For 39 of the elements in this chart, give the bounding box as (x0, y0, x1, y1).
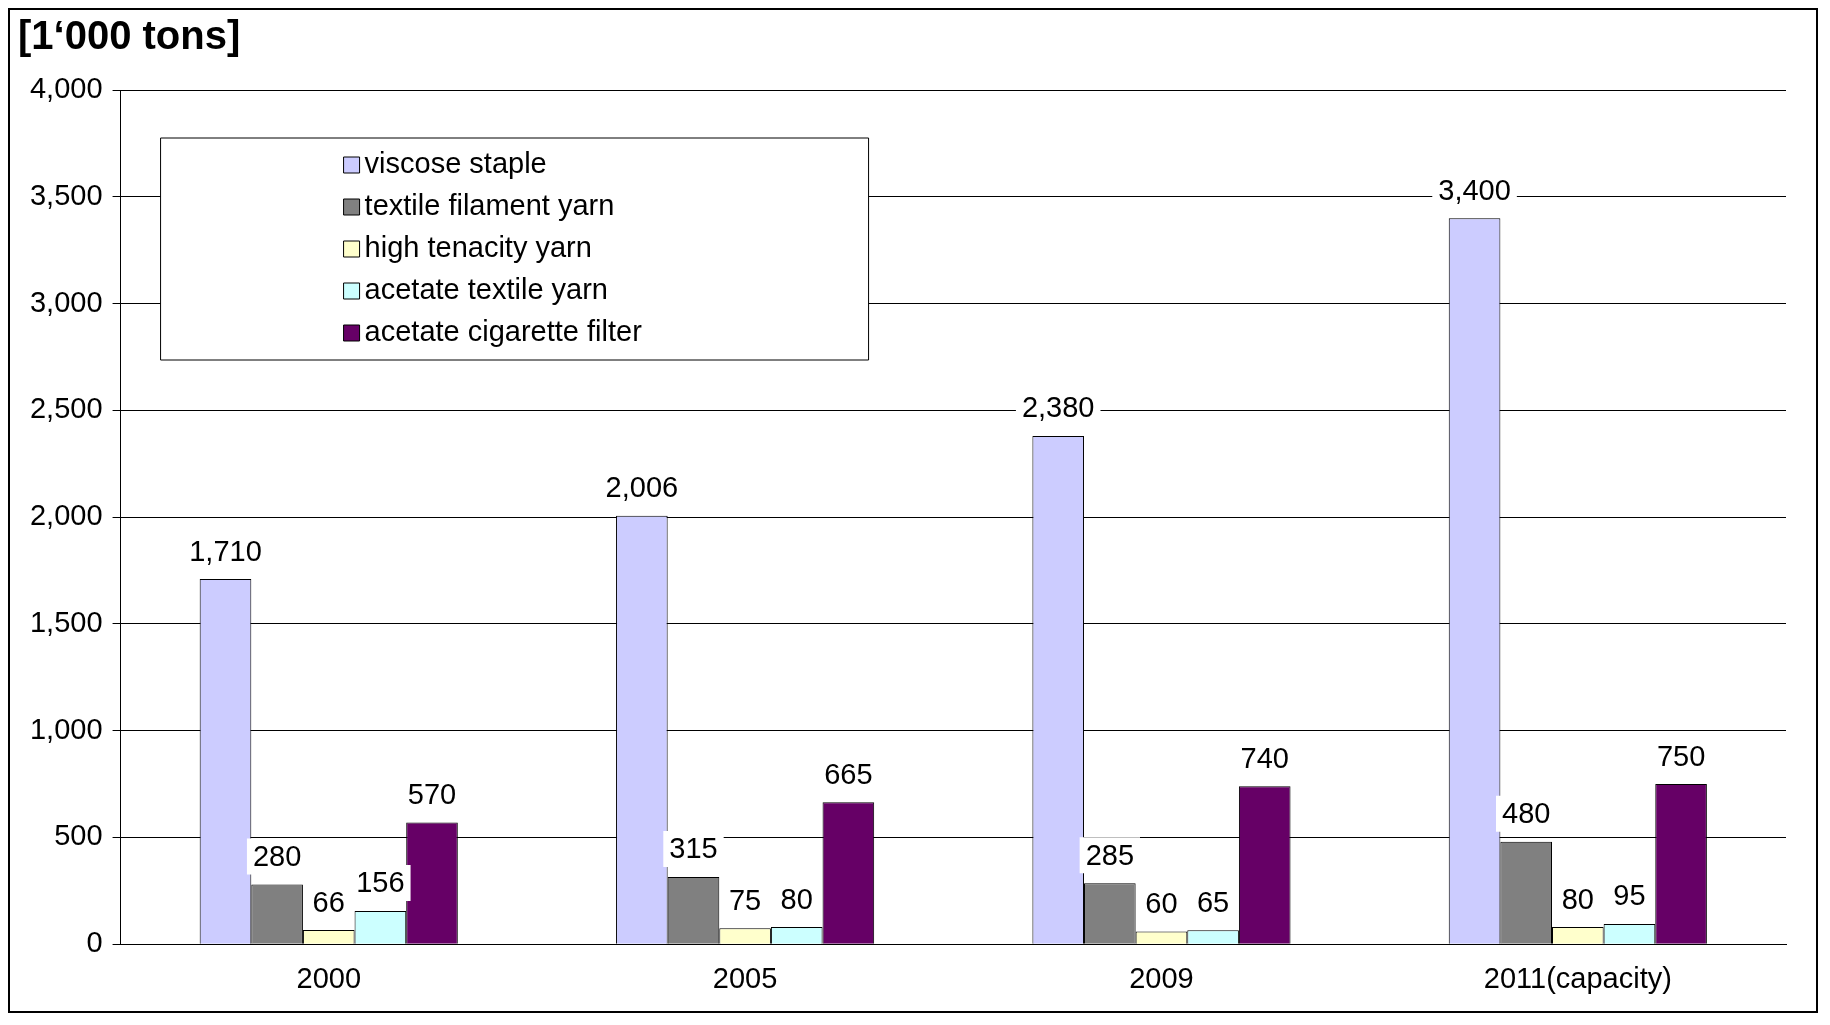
data-label: 480 (1502, 797, 1551, 830)
legend-label: acetate textile yarn (364, 273, 608, 305)
data-label: 2,380 (1021, 391, 1095, 424)
y-tick-label: 1,500 (29, 605, 103, 638)
y-tick-label: 1,000 (29, 712, 103, 745)
y-tick-label: 3,500 (29, 178, 103, 211)
legend-label: viscose staple (364, 147, 547, 179)
data-label: 750 (1656, 739, 1706, 772)
data-label: 75 (728, 883, 762, 916)
data-label: 280 (252, 839, 302, 872)
data-label: 65 (1196, 885, 1230, 918)
y-tick-label: 3,000 (29, 285, 103, 318)
data-label: 80 (780, 882, 813, 915)
y-tick-label: 0 (86, 926, 103, 959)
data-label: 740 (1240, 741, 1289, 774)
legend-label: acetate cigarette filter (364, 315, 643, 347)
legend-label: textile filament yarn (364, 189, 615, 221)
y-tick-label: 500 (54, 819, 103, 852)
data-label: 285 (1085, 838, 1135, 871)
data-label: 570 (407, 777, 457, 810)
data-label: 66 (312, 885, 345, 918)
x-tick-label: 2009 (1129, 961, 1194, 994)
x-tick-label: 2011(capacity) (1483, 961, 1672, 994)
y-tick-label: 4,000 (29, 72, 103, 104)
data-label: 156 (356, 866, 405, 899)
legend-label: high tenacity yarn (364, 231, 592, 263)
data-label: 3,400 (1438, 173, 1511, 206)
x-tick-label: 2005 (712, 961, 778, 994)
data-label: 60 (1145, 886, 1178, 919)
data-label: 2,006 (605, 471, 679, 504)
data-label: 665 (824, 757, 873, 790)
x-tick-label: 2000 (296, 961, 362, 994)
data-label: 315 (669, 832, 718, 865)
data-label: 80 (1561, 882, 1594, 915)
data-label: 95 (1613, 879, 1646, 912)
data-label: 1,710 (189, 534, 262, 567)
y-tick-label: 2,500 (29, 392, 103, 425)
y-tick-label: 2,000 (29, 499, 103, 532)
y-axis-title: [1‘000 tons] (18, 13, 241, 58)
